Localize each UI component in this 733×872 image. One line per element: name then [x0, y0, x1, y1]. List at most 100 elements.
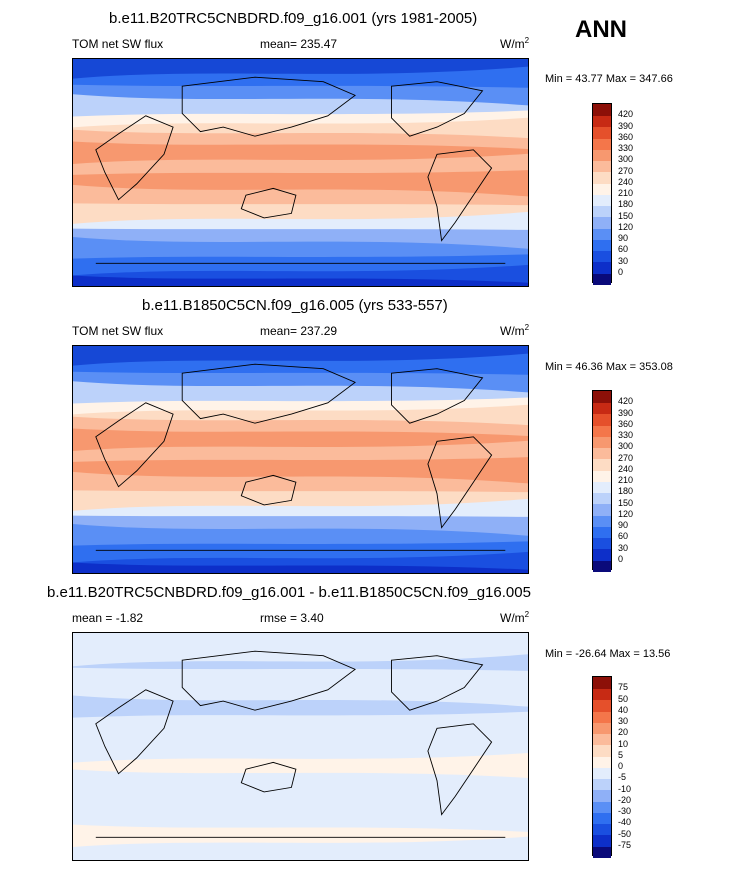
field-band	[73, 562, 528, 573]
colorbar-segment	[593, 722, 611, 734]
coastline	[181, 650, 356, 711]
colorbar-tick-label: 40	[618, 704, 629, 715]
panel-2-minmax: Min = 46.36 Max = 353.08	[545, 361, 673, 373]
colorbar-tick-label: 10	[618, 738, 629, 749]
colorbar-segment	[593, 436, 611, 448]
panel-1-colorbar	[592, 103, 612, 285]
coastline	[391, 368, 484, 424]
colorbar-tick-label: -20	[618, 794, 632, 805]
colorbar-segment	[593, 469, 611, 482]
colorbar-segment	[593, 537, 611, 550]
colorbar-segment	[593, 834, 611, 847]
colorbar-tick-label: -10	[618, 783, 632, 794]
colorbar-tick-label: -5	[618, 772, 627, 783]
colorbar-segment	[593, 733, 611, 746]
colorbar-segment	[593, 447, 611, 460]
coastline	[391, 81, 484, 137]
colorbar-tick-label: 180	[618, 199, 634, 210]
panel-1-mean: mean= 235.47	[260, 37, 338, 51]
colorbar-segment	[593, 115, 611, 128]
panel-2-colorbar	[592, 390, 612, 572]
coastline	[95, 402, 174, 488]
colorbar-segment	[593, 845, 611, 858]
colorbar-segment	[593, 126, 611, 139]
panel-2-map	[72, 345, 529, 574]
colorbar-segment	[593, 789, 611, 802]
field-band	[73, 667, 528, 710]
field-band	[73, 836, 528, 860]
colorbar-tick-label: 5	[618, 749, 624, 760]
colorbar-segment	[593, 699, 611, 712]
colorbar-tick-label: 90	[618, 520, 629, 530]
colorbar-tick-label: 180	[618, 486, 634, 497]
panel-3-rmse: rmse = 3.40	[260, 611, 324, 625]
colorbar-tick-label: 60	[618, 244, 629, 255]
colorbar-segment	[593, 205, 611, 218]
colorbar-tick-label: -30	[618, 806, 632, 816]
panel-2-title: b.e11.B1850C5CN.f09_g16.005 (yrs 533-557…	[142, 297, 448, 314]
coastline	[240, 761, 297, 793]
colorbar-tick-label: 300	[618, 441, 634, 452]
panel-3-mean: mean = -1.82	[72, 611, 144, 625]
colorbar-tick-label: 60	[618, 531, 629, 542]
colorbar-tick-label: 240	[618, 176, 634, 187]
coastline	[427, 149, 493, 242]
field-band	[73, 275, 528, 286]
colorbar-tick-label: 390	[618, 407, 634, 418]
panel-1-variable: TOM net SW flux	[72, 37, 164, 51]
panel-1-map	[72, 58, 529, 287]
colorbar-segment	[593, 503, 611, 516]
colorbar-segment	[593, 458, 611, 471]
colorbar-tick-label: 210	[618, 475, 634, 485]
panel-2-mean: mean= 237.29	[260, 324, 338, 338]
colorbar-segment	[593, 688, 611, 701]
colorbar-tick-label: 300	[618, 154, 634, 165]
colorbar-tick-label: 210	[618, 188, 634, 198]
colorbar-tick-label: 360	[618, 131, 634, 142]
colorbar-segment	[593, 227, 611, 240]
colorbar-tick-label: 270	[618, 165, 634, 176]
colorbar-segment	[593, 250, 611, 263]
colorbar-segment	[593, 149, 611, 161]
colorbar-tick-label: 30	[618, 716, 629, 726]
colorbar-tick-label: 30	[618, 255, 629, 266]
colorbar-segment	[593, 559, 611, 572]
colorbar-tick-label: 0	[618, 266, 624, 277]
colorbar-segment	[593, 744, 611, 757]
panel-2-units: W/m2	[500, 323, 530, 339]
colorbar-tick-label: -50	[618, 828, 632, 839]
colorbar-segment	[593, 548, 611, 561]
panel-3-minmax: Min = -26.64 Max = 13.56	[545, 648, 671, 660]
colorbar-segment	[593, 514, 611, 527]
panel-3-map	[72, 632, 529, 861]
colorbar-segment	[593, 391, 611, 403]
colorbar-tick-label: 360	[618, 418, 634, 429]
colorbar-segment	[593, 677, 611, 689]
colorbar-segment	[593, 755, 611, 768]
panel-1-units: W/m2	[500, 36, 530, 52]
colorbar-segment	[593, 413, 611, 426]
panel-1-title: b.e11.B20TRC5CNBDRD.f09_g16.001 (yrs 198…	[109, 10, 478, 27]
panel-3-units: W/m2	[500, 610, 530, 626]
colorbar-segment	[593, 137, 611, 150]
field-band	[73, 711, 528, 766]
colorbar-tick-label: 120	[618, 221, 634, 232]
colorbar-tick-label: 20	[618, 727, 629, 738]
colorbar-tick-label: 120	[618, 508, 634, 519]
colorbar-segment	[593, 104, 611, 116]
colorbar-segment	[593, 424, 611, 437]
colorbar-tick-label: 420	[618, 396, 634, 407]
colorbar-tick-label: 330	[618, 143, 634, 153]
panel-1-minmax: Min = 43.77 Max = 347.66	[545, 73, 673, 85]
colorbar-segment	[593, 812, 611, 824]
colorbar-segment	[593, 778, 611, 791]
colorbar-segment	[593, 272, 611, 285]
colorbar-segment	[593, 526, 611, 538]
colorbar-segment	[593, 171, 611, 184]
coastline	[240, 187, 297, 219]
colorbar-tick-label: 0	[618, 761, 624, 771]
colorbar-segment	[593, 492, 611, 505]
coastline	[95, 689, 174, 775]
colorbar-segment	[593, 261, 611, 274]
coastline	[181, 363, 356, 424]
